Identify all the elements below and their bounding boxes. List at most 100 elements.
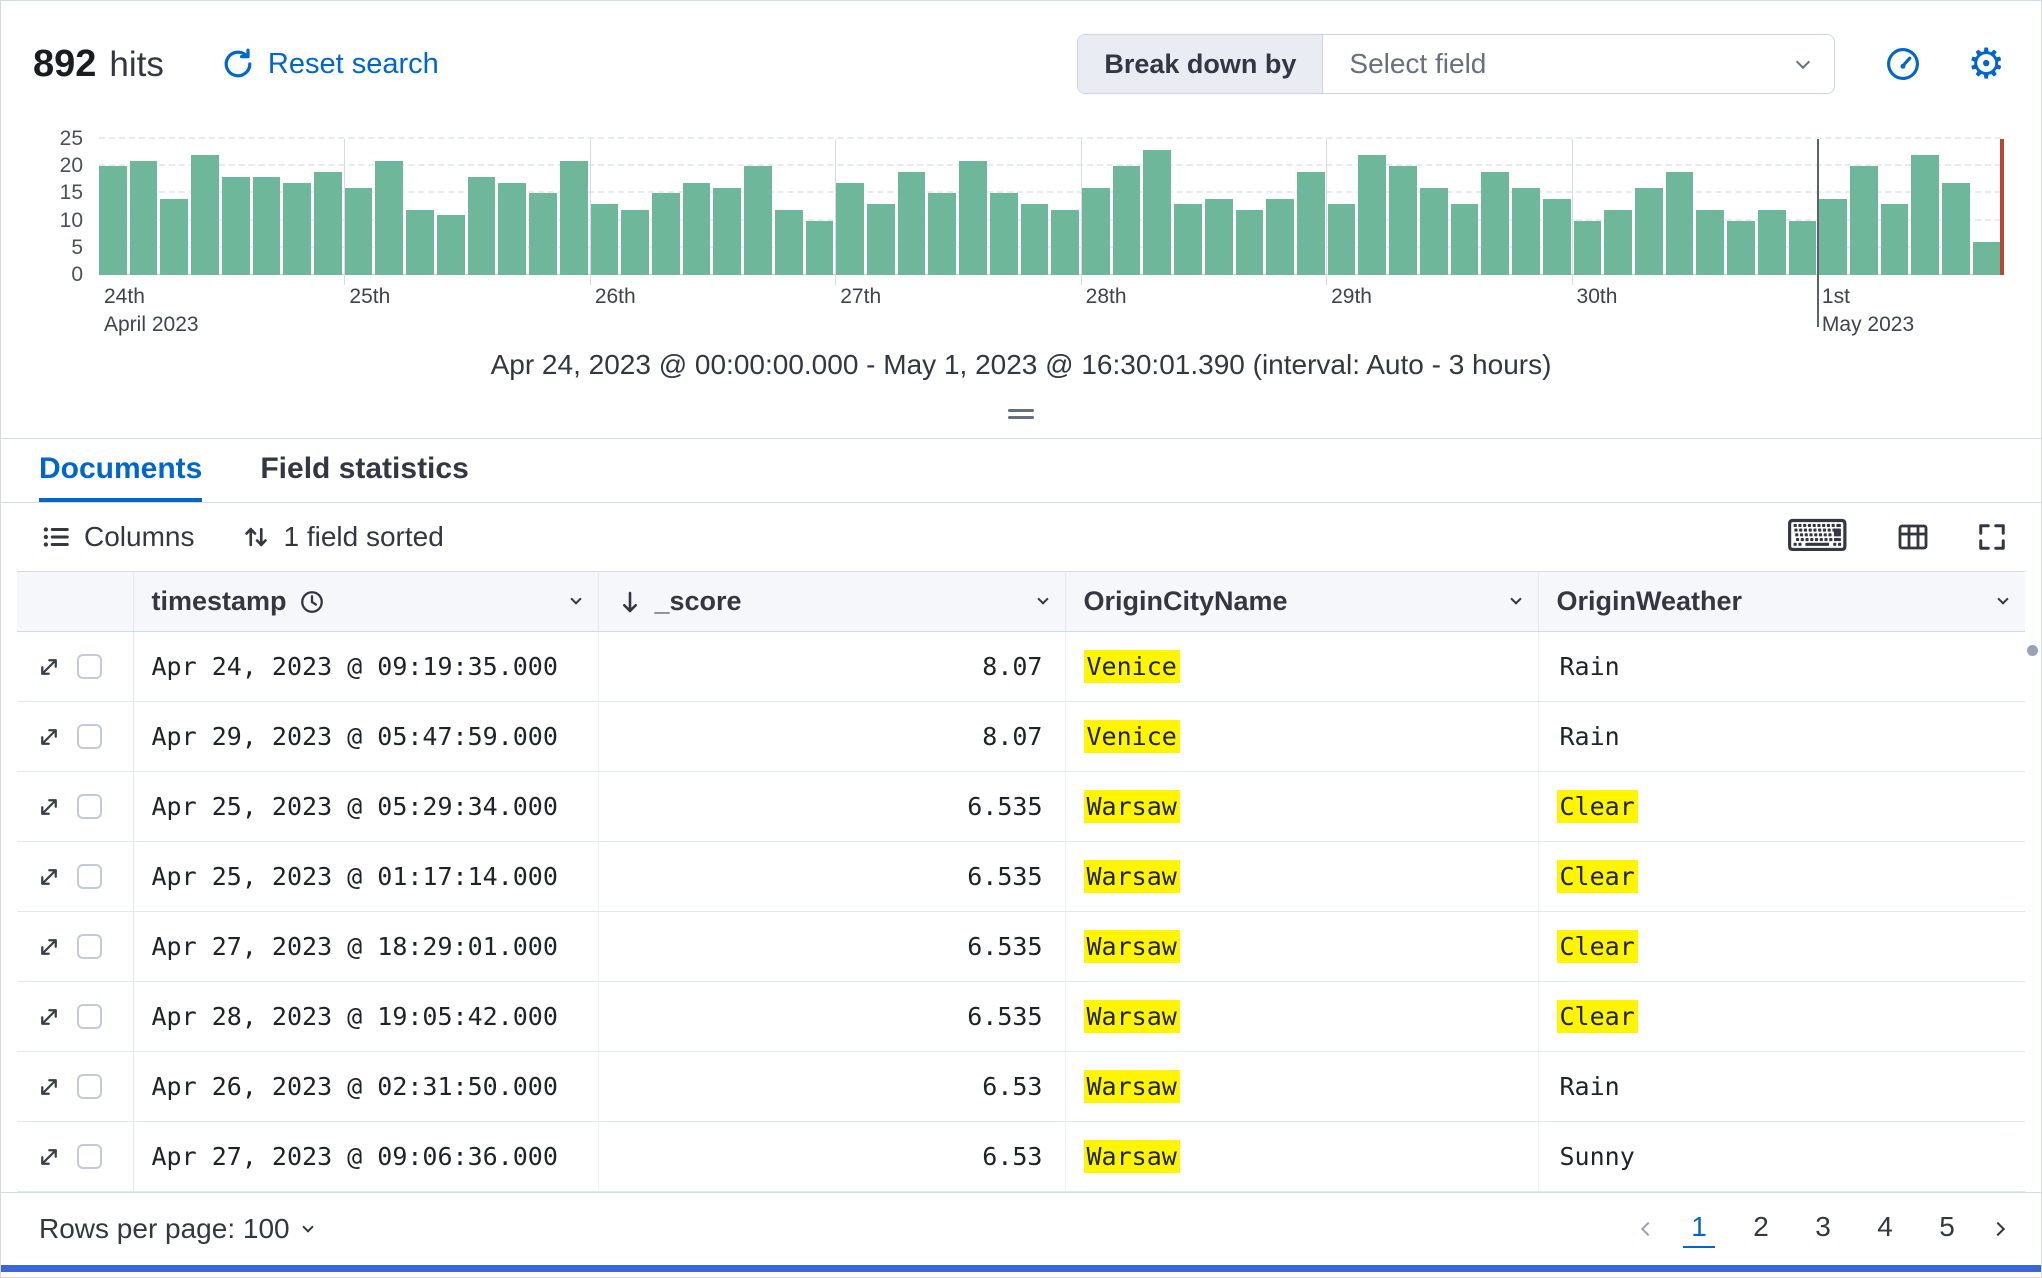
histogram-bar[interactable]	[1819, 198, 1847, 275]
histogram-bar[interactable]	[99, 166, 127, 275]
histogram-bar[interactable]	[1604, 209, 1632, 275]
histogram-bar[interactable]	[283, 182, 312, 275]
table-scrollbar-thumb[interactable]	[2027, 645, 2038, 656]
histogram-bar[interactable]	[1849, 166, 1878, 275]
chart-options-icon[interactable]	[1885, 46, 1921, 82]
histogram-bar[interactable]	[1327, 204, 1356, 275]
rows-per-page-button[interactable]: Rows per page: 100	[39, 1213, 314, 1245]
expand-row-icon[interactable]	[37, 655, 61, 679]
page-button-3[interactable]: 3	[1807, 1211, 1839, 1248]
row-checkbox[interactable]	[77, 724, 102, 749]
sort-fields-button[interactable]: 1 field sorted	[242, 521, 444, 553]
page-button-4[interactable]: 4	[1869, 1211, 1901, 1248]
page-button-1[interactable]: 1	[1683, 1211, 1715, 1248]
histogram-bar[interactable]	[1972, 242, 2001, 275]
columns-button[interactable]: Columns	[41, 521, 194, 553]
header-origin-city[interactable]: OriginCityName	[1065, 571, 1539, 632]
panel-resize-handle[interactable]	[1008, 405, 1034, 423]
row-checkbox[interactable]	[77, 1004, 102, 1029]
row-checkbox[interactable]	[77, 864, 102, 889]
page-button-2[interactable]: 2	[1745, 1211, 1777, 1248]
histogram-bar[interactable]	[129, 160, 158, 275]
histogram-bar[interactable]	[1051, 209, 1079, 275]
histogram-bar[interactable]	[866, 204, 895, 275]
histogram-bar[interactable]	[897, 171, 926, 275]
histogram-bar[interactable]	[713, 187, 742, 275]
histogram-plot[interactable]: 0 5 10 15 20 25 24th April 2023 25th 26th 27th 28th…	[60, 127, 2004, 336]
histogram-bar[interactable]	[805, 220, 834, 275]
gear-icon[interactable]: ⚙	[1967, 39, 2005, 88]
histogram-bar[interactable]	[191, 155, 219, 275]
fullscreen-icon[interactable]	[1977, 522, 2007, 552]
expand-row-icon[interactable]	[37, 935, 61, 959]
histogram-bar[interactable]	[467, 177, 496, 275]
histogram-bar[interactable]	[1266, 198, 1295, 275]
histogram-bar[interactable]	[314, 171, 342, 275]
grid-density-icon[interactable]	[1897, 521, 1929, 553]
histogram-bar[interactable]	[221, 177, 250, 275]
histogram-bar[interactable]	[406, 209, 434, 275]
histogram-bar[interactable]	[1757, 209, 1786, 275]
histogram-bar[interactable]	[1727, 220, 1755, 275]
histogram-bar[interactable]	[1942, 182, 1970, 275]
header-timestamp[interactable]: timestamp	[133, 571, 599, 632]
histogram-bar[interactable]	[1020, 204, 1049, 275]
histogram-bar[interactable]	[621, 209, 649, 275]
histogram-bar[interactable]	[1481, 171, 1510, 275]
histogram-bar[interactable]	[836, 182, 864, 275]
histogram-bar[interactable]	[1450, 204, 1479, 275]
expand-row-icon[interactable]	[37, 725, 61, 749]
histogram-bar[interactable]	[344, 187, 373, 275]
histogram-bar[interactable]	[590, 204, 619, 275]
histogram-bar[interactable]	[989, 193, 1018, 275]
expand-row-icon[interactable]	[37, 1005, 61, 1029]
histogram-bar[interactable]	[252, 177, 281, 275]
expand-row-icon[interactable]	[37, 1145, 61, 1169]
histogram-bar[interactable]	[1174, 204, 1202, 275]
histogram-bar[interactable]	[559, 160, 588, 275]
expand-row-icon[interactable]	[37, 1075, 61, 1099]
tab-field-statistics[interactable]: Field statistics	[260, 439, 468, 502]
row-checkbox[interactable]	[77, 1144, 102, 1169]
histogram-bar[interactable]	[1542, 198, 1571, 275]
histogram-bar[interactable]	[1880, 204, 1909, 275]
histogram-bar[interactable]	[1297, 171, 1325, 275]
page-button-5[interactable]: 5	[1931, 1211, 1963, 1248]
histogram-bar[interactable]	[682, 182, 711, 275]
histogram-bar[interactable]	[1696, 209, 1725, 275]
row-checkbox[interactable]	[77, 934, 102, 959]
header-score[interactable]: _score	[598, 571, 1066, 632]
tab-documents[interactable]: Documents	[39, 439, 203, 502]
histogram-bar[interactable]	[959, 160, 987, 275]
histogram-bar[interactable]	[1665, 171, 1694, 275]
previous-page-button[interactable]	[1640, 1221, 1656, 1237]
expand-row-icon[interactable]	[37, 865, 61, 889]
histogram-bar[interactable]	[498, 182, 527, 275]
histogram-bar[interactable]	[774, 209, 803, 275]
histogram-bar[interactable]	[375, 160, 404, 275]
row-checkbox[interactable]	[77, 794, 102, 819]
histogram-bar[interactable]	[160, 198, 189, 275]
next-page-button[interactable]	[1990, 1221, 2006, 1237]
row-checkbox[interactable]	[77, 654, 102, 679]
histogram-bar[interactable]	[651, 193, 680, 275]
row-checkbox[interactable]	[77, 1074, 102, 1099]
histogram-bar[interactable]	[1082, 187, 1110, 275]
header-origin-weather[interactable]: OriginWeather	[1538, 571, 2025, 632]
histogram-bar[interactable]	[1788, 220, 1817, 275]
histogram-bar[interactable]	[1911, 155, 1940, 275]
histogram-bar[interactable]	[928, 193, 957, 275]
histogram-bar[interactable]	[1419, 187, 1448, 275]
histogram-bar[interactable]	[1573, 220, 1602, 275]
histogram-bar[interactable]	[1204, 198, 1233, 275]
histogram-bar[interactable]	[1358, 155, 1387, 275]
histogram-bar[interactable]	[1389, 166, 1417, 275]
histogram-bar[interactable]	[1235, 209, 1264, 275]
histogram-bar[interactable]	[529, 193, 557, 275]
keyboard-shortcuts-icon[interactable]: ⌨	[1785, 511, 1849, 562]
histogram-bar[interactable]	[1634, 187, 1663, 275]
histogram-bar[interactable]	[1112, 166, 1141, 275]
histogram-bar[interactable]	[1143, 149, 1172, 275]
histogram-bar[interactable]	[436, 215, 465, 275]
break-down-by-select[interactable]: Select field	[1323, 35, 1834, 93]
